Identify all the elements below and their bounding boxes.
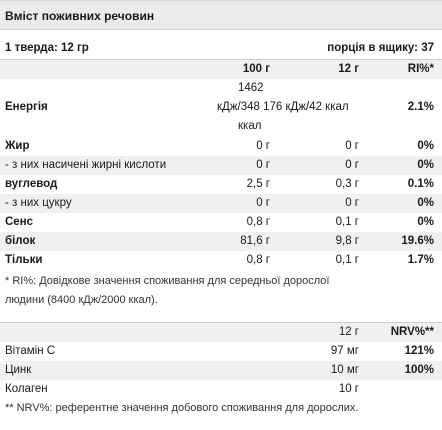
header-per-12g: 12 г (338, 63, 359, 75)
table-row: Колаген 10 г (0, 380, 442, 399)
ri-footnote-line: * RI%: Довідкове значення споживання для… (5, 275, 330, 287)
vitamin-nrv: 100% (404, 364, 434, 376)
nutrient-ri: 0% (417, 140, 434, 152)
ri-footnote: * RI%: Довідкове значення споживання для… (5, 272, 329, 310)
nutrient-label: - з них цукру (5, 197, 72, 209)
table-row: білок 81,6 г 9,8 г 19.6% (0, 232, 442, 251)
nutrient-ri: 0% (417, 216, 434, 228)
nutrient-per-100g: 0,8 г (246, 254, 270, 266)
serving-row: 1 тверда: 12 гр порція в ящику: 37 (0, 38, 442, 58)
nutrient-per-100g: 0 г (256, 159, 270, 171)
vitamin-value: 10 г (338, 383, 359, 395)
header-ri: RI%* (407, 63, 434, 75)
energy-values: кДж/348 176 кДж/42 ккал (217, 101, 349, 113)
vitamin-nrv: 121% (404, 345, 434, 357)
nutrient-per-12g: 0 г (345, 197, 359, 209)
nutrient-ri: 0.1% (407, 178, 434, 190)
nutrient-per-100g: 0 г (256, 140, 270, 152)
divider (0, 322, 442, 323)
servings-per-box: порція в ящику: 37 (327, 42, 434, 54)
nutrient-label: Сенс (5, 216, 34, 228)
table-row: - з них насичені жирні кислоти 0 г 0 г 0… (0, 156, 442, 175)
table-title: Вміст поживних речовин (0, 0, 442, 30)
nutrient-per-12g: 0,1 г (335, 216, 359, 228)
table-row: Тільки 0,8 г 0,1 г 1.7% (0, 251, 442, 270)
energy-ri: 2.1% (407, 101, 434, 113)
vitamins-header-nrv: NRV%** (390, 326, 434, 338)
nutrient-per-12g: 0,3 г (335, 178, 359, 190)
nutrient-ri: 1.7% (407, 254, 434, 266)
vitamin-label: Вітамін С (5, 345, 56, 357)
nutrient-ri: 0% (417, 197, 434, 209)
nutrient-ri: 19.6% (401, 235, 434, 247)
nutrient-label: Жир (5, 140, 30, 152)
nutrient-per-12g: 0,1 г (335, 254, 359, 266)
energy-kj-100g: 1462 (238, 82, 264, 94)
table-row: Жир 0 г 0 г 0% (0, 137, 442, 156)
nutrient-ri: 0% (417, 159, 434, 171)
vitamins-header-12g: 12 г (338, 326, 359, 338)
divider (0, 59, 442, 60)
nutrient-label: Тільки (5, 254, 43, 266)
table-row: Вітамін С 97 мг 121% (0, 342, 442, 361)
table-row: Цинк 10 мг 100% (0, 361, 442, 380)
vitamin-value: 10 мг (330, 364, 359, 376)
energy-label: Енергія (5, 101, 48, 113)
nutrient-label: білок (5, 235, 36, 247)
nutrient-label: - з них насичені жирні кислоти (5, 159, 167, 171)
table-row: вуглевод 2,5 г 0,3 г 0.1% (0, 175, 442, 194)
nrv-footnote: ** NRV%: референтне значення добового сп… (5, 402, 359, 414)
vitamins-header-row: 12 г NRV%** (0, 323, 442, 342)
column-header-row: 100 г 12 г RI%* (0, 60, 442, 79)
energy-row: 1462 Енергія кДж/348 176 кДж/42 ккал 2.1… (0, 79, 442, 135)
nutrient-per-100g: 81,6 г (240, 235, 270, 247)
table-row: Сенс 0,8 г 0,1 г 0% (0, 213, 442, 232)
nutrient-per-12g: 0 г (345, 159, 359, 171)
vitamin-value: 97 мг (330, 345, 359, 357)
energy-kcal-unit: ккал (238, 120, 262, 132)
ri-footnote-line: людини (8400 кДж/2000 ккал). (5, 294, 158, 306)
header-per-100g: 100 г (242, 63, 270, 75)
vitamin-label: Колаген (5, 383, 48, 395)
nutrient-per-12g: 9,8 г (335, 235, 359, 247)
table-row: - з них цукру 0 г 0 г 0% (0, 194, 442, 213)
nutrient-per-100g: 0 г (256, 197, 270, 209)
nutrient-per-12g: 0 г (345, 140, 359, 152)
serving-size: 1 тверда: 12 гр (5, 42, 89, 54)
nutrient-per-100g: 0,8 г (246, 216, 270, 228)
nutrient-per-100g: 2,5 г (246, 178, 270, 190)
vitamin-label: Цинк (5, 364, 32, 376)
nutrient-label: вуглевод (5, 178, 58, 190)
